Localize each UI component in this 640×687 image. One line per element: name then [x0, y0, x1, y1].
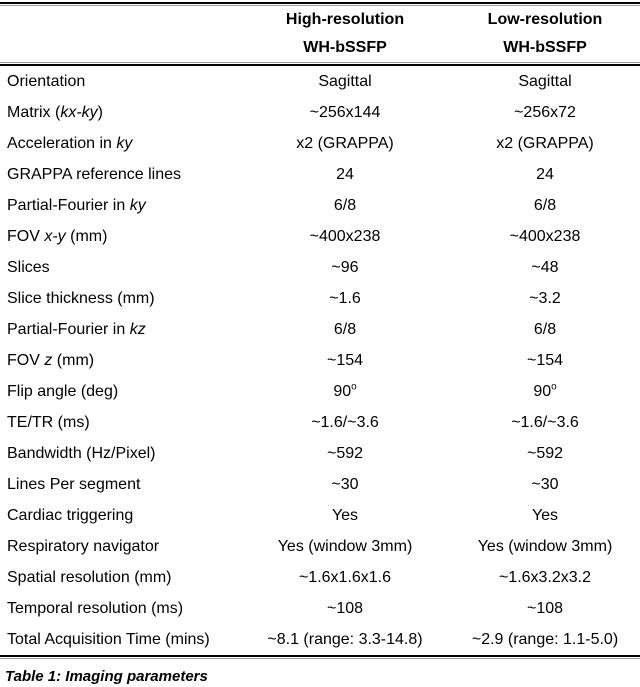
row-label: TE/TR (ms) — [7, 413, 90, 431]
row-value: x2 (GRAPPA) — [496, 134, 594, 152]
row-label: Spatial resolution (mm) — [7, 568, 172, 586]
row-label: Partial-Fourier in ky — [7, 196, 146, 214]
row-value: 24 — [336, 165, 354, 183]
column-header-line2: WH-bSSFP — [303, 39, 387, 56]
row-value: 6/8 — [333, 196, 357, 214]
table-row: Flip angle (deg) 90o 90o — [0, 376, 640, 407]
table-top-border — [0, 2, 640, 6]
table-row: Bandwidth (Hz/Pixel) ~592 ~592 — [0, 438, 640, 469]
row-label: Orientation — [7, 72, 86, 90]
column-header-low-resolution: Low-resolution WH-bSSFP — [440, 6, 640, 62]
table-bottom-border — [0, 655, 640, 659]
row-label: Slices — [7, 258, 50, 276]
row-label: Respiratory navigator — [7, 537, 160, 555]
row-value: Yes — [531, 506, 559, 524]
table-caption: Table 1: Imaging parameters — [5, 668, 208, 685]
row-label: Temporal resolution (ms) — [7, 599, 184, 617]
table-body: Orientation Sagittal Sagittal Matrix (kx-ky… — [0, 66, 640, 655]
row-label: Partial-Fourier in kz — [7, 320, 146, 338]
row-value: ~96 — [331, 258, 359, 276]
row-label: Lines Per segment — [7, 475, 141, 493]
row-value: Sagittal — [518, 72, 572, 90]
table-row: Cardiac triggering Yes Yes — [0, 500, 640, 531]
row-value: Yes — [331, 506, 359, 524]
column-header-line1: High-resolution — [285, 11, 405, 28]
row-value: ~1.6/~3.6 — [511, 413, 579, 431]
table-row: Partial-Fourier in ky 6/8 6/8 — [0, 190, 640, 221]
column-header-line1: Low-resolution — [487, 11, 603, 28]
table-row: GRAPPA reference lines 24 24 — [0, 159, 640, 190]
row-label: GRAPPA reference lines — [7, 165, 182, 183]
table-row: Partial-Fourier in kz 6/8 6/8 — [0, 314, 640, 345]
row-value: 6/8 — [533, 320, 557, 338]
row-value: 24 — [536, 165, 554, 183]
row-value: Sagittal — [318, 72, 372, 90]
row-value: x2 (GRAPPA) — [296, 134, 394, 152]
row-value: ~30 — [331, 475, 359, 493]
row-value: ~1.6x3.2x3.2 — [498, 568, 592, 586]
table-row: TE/TR (ms) ~1.6/~3.6 ~1.6/~3.6 — [0, 407, 640, 438]
row-value: ~48 — [531, 258, 559, 276]
row-value: ~154 — [326, 351, 364, 369]
row-value: 6/8 — [333, 320, 357, 338]
row-value: ~1.6 — [329, 289, 361, 307]
row-value: Yes (window 3mm) — [277, 537, 413, 555]
row-label: Matrix (kx-ky) — [7, 103, 103, 121]
row-label: FOV x-y (mm) — [7, 227, 108, 245]
row-value: ~256x144 — [309, 103, 381, 121]
table-header: High-resolution WH-bSSFP Low-resolution … — [0, 6, 640, 62]
row-value: ~8.1 (range: 3.3-14.8) — [267, 630, 423, 648]
column-header-line2: WH-bSSFP — [503, 39, 587, 56]
row-value: 6/8 — [533, 196, 557, 214]
row-label: Acceleration in ky — [7, 134, 133, 152]
row-value: ~108 — [526, 599, 564, 617]
row-label: Flip angle (deg) — [7, 382, 119, 400]
row-value: ~400x238 — [509, 227, 581, 245]
row-value: ~3.2 — [529, 289, 561, 307]
row-label: Cardiac triggering — [7, 506, 134, 524]
table-row: Slices ~96 ~48 — [0, 252, 640, 283]
row-value: ~108 — [326, 599, 364, 617]
row-label: FOV z (mm) — [7, 351, 95, 369]
row-value: ~1.6/~3.6 — [311, 413, 379, 431]
row-value: ~592 — [526, 444, 564, 462]
row-label: Slice thickness (mm) — [7, 289, 155, 307]
header-separator-border — [0, 62, 640, 66]
row-value: ~400x238 — [309, 227, 381, 245]
table-row: FOV x-y (mm) ~400x238 ~400x238 — [0, 221, 640, 252]
row-value: ~1.6x1.6x1.6 — [298, 568, 392, 586]
table-row: Spatial resolution (mm) ~1.6x1.6x1.6 ~1.6x… — [0, 562, 640, 593]
table-row: FOV z (mm) ~154 ~154 — [0, 345, 640, 376]
table-row: Lines Per segment ~30 ~30 — [0, 469, 640, 500]
table-row: Respiratory navigator Yes (window 3mm) Yes… — [0, 531, 640, 562]
table-row: Acceleration in ky x2 (GRAPPA) x2 (GRAPPA) — [0, 128, 640, 159]
table-row: Total Acquisition Time (mins) ~8.1 (range… — [0, 624, 640, 655]
row-value: ~592 — [326, 444, 364, 462]
table-row: Slice thickness (mm) ~1.6 ~3.2 — [0, 283, 640, 314]
row-label: Total Acquisition Time (mins) — [7, 630, 210, 648]
row-value: 90o — [533, 381, 557, 400]
column-header-high-resolution: High-resolution WH-bSSFP — [250, 6, 440, 62]
table-row: Orientation Sagittal Sagittal — [0, 66, 640, 97]
row-value: ~30 — [531, 475, 559, 493]
row-value: Yes (window 3mm) — [477, 537, 613, 555]
table-row: Temporal resolution (ms) ~108 ~108 — [0, 593, 640, 624]
row-label: Bandwidth (Hz/Pixel) — [7, 444, 156, 462]
row-value: 90o — [333, 381, 357, 400]
row-value: ~154 — [526, 351, 564, 369]
table-row: Matrix (kx-ky) ~256x144 ~256x72 — [0, 97, 640, 128]
row-value: ~256x72 — [514, 103, 576, 121]
row-value: ~2.9 (range: 1.1-5.0) — [471, 630, 619, 648]
